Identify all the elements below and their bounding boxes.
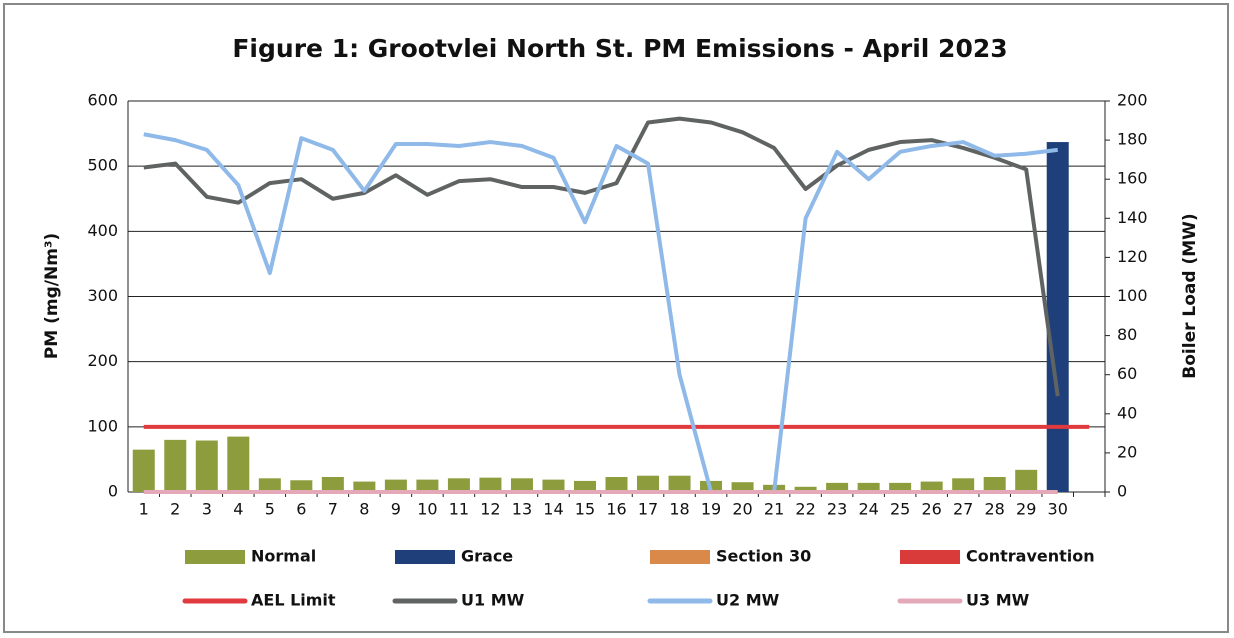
bar [321,477,344,492]
legend-swatch [185,550,245,564]
bar [857,482,880,492]
bar [384,479,407,492]
bar [416,479,439,492]
y2-tick-label: 60 [1117,364,1137,383]
bar [826,482,849,492]
y2-tick-label: 0 [1117,482,1127,501]
frame [3,3,1229,633]
x-tick-label: 13 [512,500,532,519]
x-tick-label: 29 [1016,500,1036,519]
x-tick-label: 5 [265,500,275,519]
x-tick-label: 27 [953,500,973,519]
bar [889,482,912,492]
bar [983,477,1006,492]
x-tick-label: 3 [202,500,212,519]
legend-label: U2 MW [716,591,780,610]
chart-title: Figure 1: Grootvlei North St. PM Emissio… [232,34,1007,63]
bar [447,478,470,492]
x-tick-label: 28 [985,500,1005,519]
bar [258,478,281,492]
bar [920,481,943,492]
y2-tick-label: 20 [1117,442,1137,461]
y-tick-label: 400 [87,221,118,240]
bar [132,449,155,492]
line-series [143,132,1058,494]
y2-axis-label: Boiler Load (MW) [1180,213,1200,378]
legend-swatch [900,550,960,564]
bar [353,481,376,492]
y-tick-label: 300 [87,286,118,305]
y2-tick-label: 180 [1117,130,1148,149]
y2-tick-label: 100 [1117,286,1148,305]
y-tick-label: 500 [87,156,118,175]
bar [227,436,250,492]
legend-label: Contravention [966,547,1095,566]
y2-tick-label: 160 [1117,169,1148,188]
bar [605,477,628,492]
bar [1015,469,1038,492]
legend-label: U1 MW [461,591,525,610]
y2-tick-label: 80 [1117,325,1137,344]
bar [952,478,975,492]
legend-label: U3 MW [966,591,1030,610]
y-tick-label: 0 [108,482,118,501]
x-tick-label: 14 [543,500,563,519]
y2-tick-label: 140 [1117,208,1148,227]
x-tick-label: 18 [669,500,689,519]
x-tick-label: 9 [391,500,401,519]
x-tick-label: 26 [921,500,941,519]
y2-tick-label: 40 [1117,403,1137,422]
x-tick-label: 7 [328,500,338,519]
y2-tick-label: 120 [1117,247,1148,266]
legend-label: AEL Limit [251,591,336,610]
x-tick-label: 30 [1048,500,1068,519]
x-tick-label: 17 [638,500,658,519]
x-tick-label: 21 [764,500,784,519]
x-tick-label: 1 [139,500,149,519]
x-tick-label: 8 [359,500,369,519]
x-tick-label: 25 [890,500,910,519]
x-tick-label: 11 [449,500,469,519]
legend-swatch [650,550,710,564]
bar [164,439,187,492]
x-tick-label: 2 [170,500,180,519]
bar [637,475,660,492]
bar [195,440,218,492]
x-tick-label: 10 [417,500,437,519]
y-axis-label: PM (mg/Nm³) [42,233,62,359]
x-tick-label: 6 [296,500,306,519]
bar [731,482,754,492]
x-tick-label: 4 [233,500,243,519]
bar [479,477,502,492]
x-tick-label: 12 [480,500,500,519]
bar [510,478,533,492]
bar [542,479,565,492]
bar [794,486,817,492]
y-tick-label: 600 [87,91,118,110]
y-tick-label: 200 [87,351,118,370]
x-tick-label: 15 [575,500,595,519]
x-tick-label: 16 [606,500,626,519]
x-tick-label: 24 [858,500,878,519]
x-tick-label: 23 [827,500,847,519]
x-tick-label: 20 [732,500,752,519]
legend-label: Normal [251,547,316,566]
x-tick-label: 22 [795,500,815,519]
bar [573,480,596,492]
x-tick-label: 19 [701,500,721,519]
bar [290,480,313,492]
legend-label: Section 30 [716,547,811,566]
y-tick-label: 100 [87,416,118,435]
legend-label: Grace [461,547,513,566]
legend-swatch [395,550,455,564]
bar [1046,142,1069,492]
bar [668,475,691,492]
y2-tick-label: 200 [1117,91,1148,110]
